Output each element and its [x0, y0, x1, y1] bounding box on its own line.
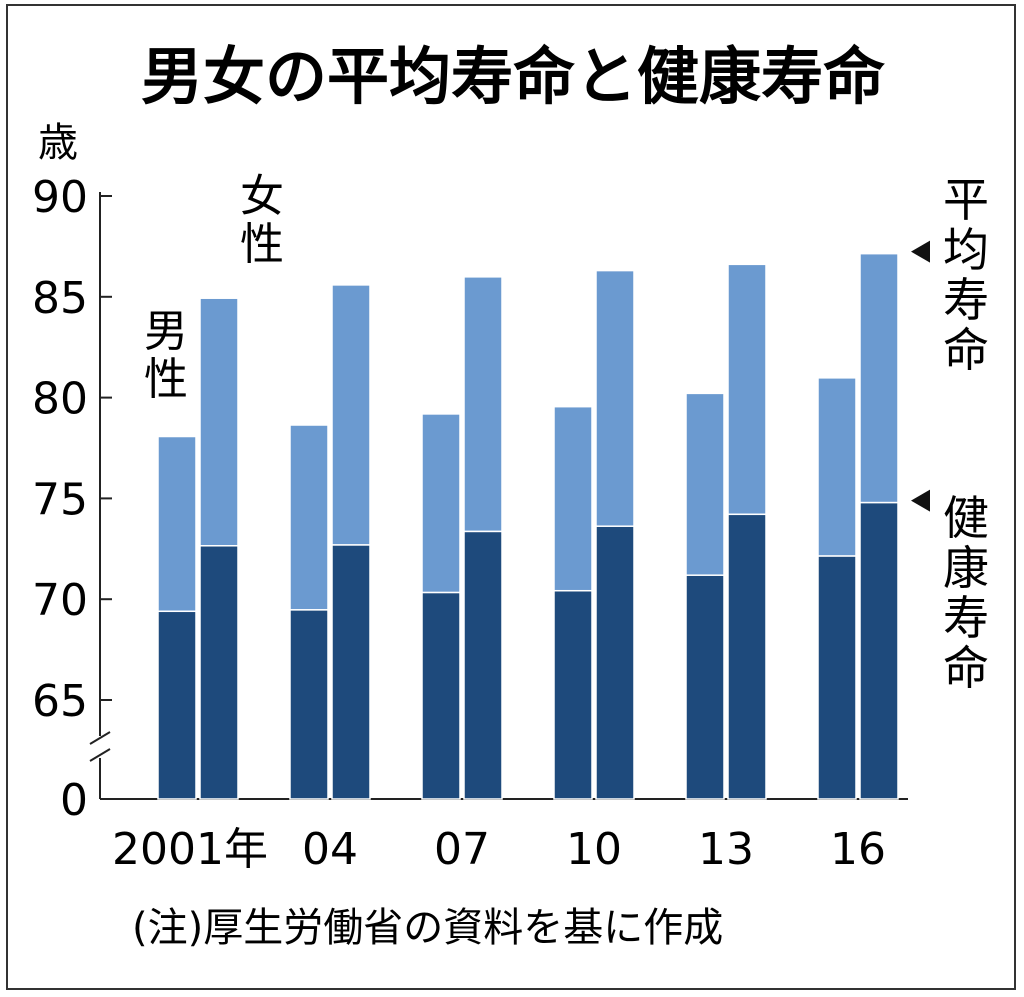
series-label-女性: 女性 [240, 171, 284, 270]
bar-healthy-男性-13 [685, 574, 725, 800]
bar-healthy-女性-04 [331, 544, 371, 800]
bar-average-女性-07 [463, 276, 503, 533]
y-tick-labels: 90 85 80 75 70 65 0 [32, 172, 112, 826]
bar-healthy-女性-13 [727, 513, 767, 800]
x-tick-label: 2001年 [112, 824, 268, 875]
bar-healthy-女性-16 [859, 501, 899, 800]
bar-healthy-女性-07 [463, 530, 503, 800]
bar-average-男性-04 [289, 424, 329, 611]
bar-healthy-女性-2001年 [199, 545, 239, 800]
bar-average-女性-04 [331, 284, 371, 546]
x-tick-label: 04 [302, 824, 358, 875]
y-tick-label: 0 [60, 775, 88, 826]
y-unit-label: 歳 [38, 120, 78, 166]
bar-average-男性-13 [685, 392, 725, 576]
axis-break-mark [89, 748, 111, 762]
chart-title: 男女の平均寿命と健康寿命 [141, 40, 885, 113]
bar-healthy-男性-04 [289, 609, 329, 800]
bar-healthy-男性-07 [421, 591, 461, 800]
bar-average-男性-16 [817, 377, 857, 557]
y-tick-label: 65 [32, 676, 88, 727]
bar-average-男性-07 [421, 413, 461, 594]
bar-average-男性-10 [553, 405, 593, 592]
legend-arrow-平均寿命 [911, 240, 930, 263]
chart-bars [157, 252, 899, 800]
bar-healthy-男性-16 [817, 555, 857, 800]
bar-healthy-男性-2001年 [157, 610, 197, 800]
legend-label-健康寿命: 健康寿命 [943, 491, 989, 695]
bar-average-女性-16 [859, 252, 899, 504]
x-tick-label: 13 [698, 824, 754, 875]
y-tick-label: 75 [32, 474, 88, 525]
source-note: (注)厚生労働省の資料を基に作成 [132, 905, 723, 951]
x-tick-label: 16 [830, 824, 886, 875]
x-tick-label: 07 [434, 824, 490, 875]
bar-average-女性-10 [595, 269, 635, 527]
series-label-男性: 男性 [144, 306, 188, 405]
x-tick-labels: 2001年 04 07 10 13 16 [112, 824, 886, 875]
y-tick-label: 85 [32, 273, 88, 324]
x-tick-label: 10 [566, 824, 622, 875]
y-tick-label: 90 [32, 172, 88, 223]
chart-canvas: 男女の平均寿命と健康寿命 歳 90 85 80 75 70 65 0 2001年 04 07 10… [32, 40, 989, 951]
bar-healthy-男性-10 [553, 589, 593, 800]
bar-average-女性-13 [727, 263, 767, 516]
bar-average-男性-2001年 [157, 435, 197, 613]
chart-frame: 男女の平均寿命と健康寿命 歳 90 85 80 75 70 65 0 2001年 04 07 10… [6, 4, 1016, 990]
legend-arrow-健康寿命 [911, 489, 930, 512]
bar-average-女性-2001年 [199, 297, 239, 547]
bar-healthy-女性-10 [595, 525, 635, 800]
y-tick-label: 80 [32, 374, 88, 425]
y-tick-label: 70 [32, 575, 88, 626]
legend-label-平均寿命: 平均寿命 [943, 173, 989, 377]
axis-break-mark [89, 731, 111, 745]
